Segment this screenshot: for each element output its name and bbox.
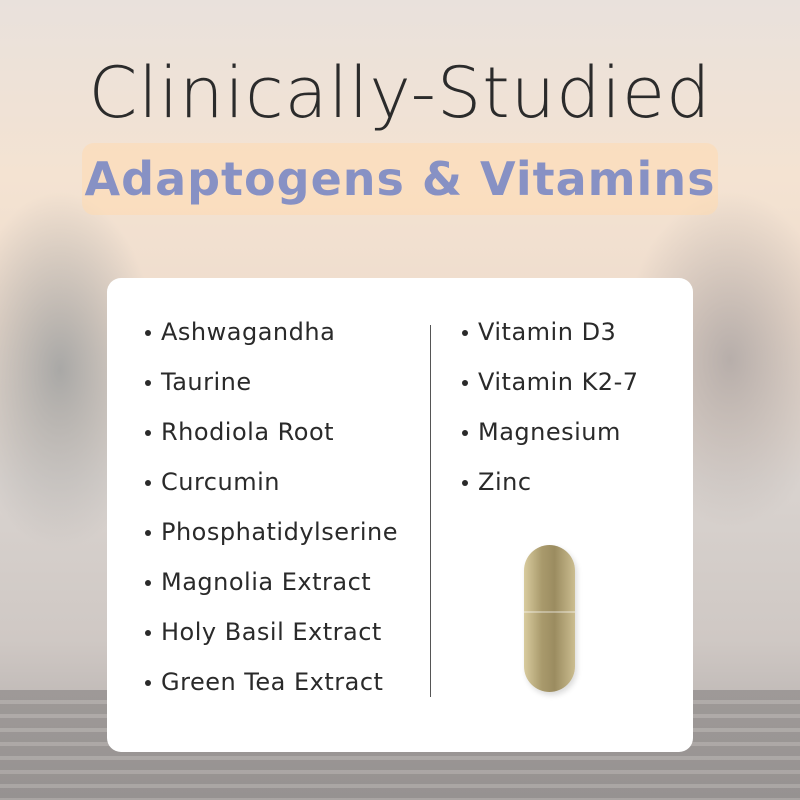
bullet-icon <box>462 430 468 436</box>
list-item: Zinc <box>462 468 639 518</box>
bullet-icon <box>145 380 151 386</box>
list-item: Holy Basil Extract <box>145 618 398 668</box>
bullet-icon <box>145 530 151 536</box>
list-item: Magnolia Extract <box>145 568 398 618</box>
list-item: Magnesium <box>462 418 639 468</box>
bullet-icon <box>462 380 468 386</box>
list-item: Ashwagandha <box>145 318 398 368</box>
item-label: Zinc <box>478 468 532 496</box>
subtitle: Adaptogens & Vitamins <box>84 152 716 206</box>
item-label: Green Tea Extract <box>161 668 384 696</box>
bullet-icon <box>145 630 151 636</box>
item-label: Curcumin <box>161 468 280 496</box>
item-label: Rhodiola Root <box>161 418 335 446</box>
item-label: Magnolia Extract <box>161 568 372 596</box>
item-label: Taurine <box>161 368 252 396</box>
capsule-seam <box>524 611 575 613</box>
ingredients-card: Ashwagandha Taurine Rhodiola Root Curcum… <box>107 278 693 752</box>
item-label: Vitamin D3 <box>478 318 617 346</box>
bullet-icon <box>462 330 468 336</box>
vitamin-list: Vitamin D3 Vitamin K2-7 Magnesium Zinc <box>462 318 639 518</box>
list-item: Taurine <box>145 368 398 418</box>
subtitle-banner: Adaptogens & Vitamins <box>82 143 718 215</box>
list-item: Curcumin <box>145 468 398 518</box>
bullet-icon <box>145 430 151 436</box>
bullet-icon <box>145 330 151 336</box>
list-item: Rhodiola Root <box>145 418 398 468</box>
item-label: Phosphatidylserine <box>161 518 398 546</box>
item-label: Magnesium <box>478 418 621 446</box>
page-title: Clinically-Studied <box>88 52 712 134</box>
bullet-icon <box>145 680 151 686</box>
capsule-image <box>524 545 575 692</box>
column-divider <box>430 325 431 697</box>
bullet-icon <box>145 480 151 486</box>
item-label: Vitamin K2-7 <box>478 368 639 396</box>
list-item: Phosphatidylserine <box>145 518 398 568</box>
bullet-icon <box>145 580 151 586</box>
bullet-icon <box>462 480 468 486</box>
list-item: Vitamin K2-7 <box>462 368 639 418</box>
item-label: Holy Basil Extract <box>161 618 382 646</box>
adaptogen-list: Ashwagandha Taurine Rhodiola Root Curcum… <box>145 318 398 718</box>
list-item: Vitamin D3 <box>462 318 639 368</box>
list-item: Green Tea Extract <box>145 668 398 718</box>
item-label: Ashwagandha <box>161 318 336 346</box>
